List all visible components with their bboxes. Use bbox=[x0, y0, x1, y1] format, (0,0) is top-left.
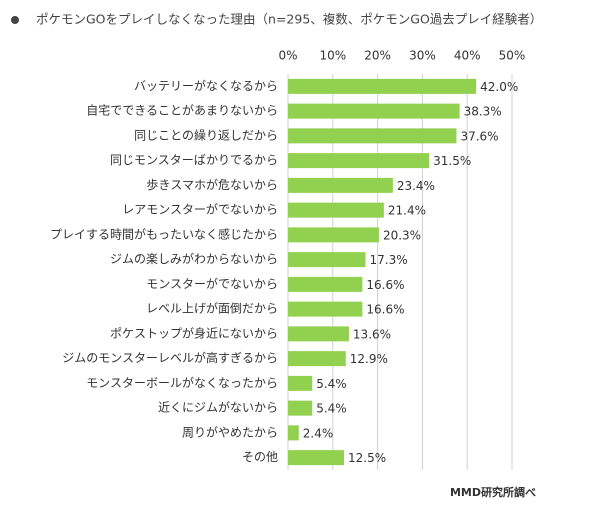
category-label: レベル上げが面倒だから bbox=[146, 301, 278, 316]
category-label: 周りがやめたから bbox=[182, 424, 278, 439]
category-label: モンスターボールがなくなったから bbox=[86, 375, 278, 390]
bar bbox=[288, 103, 460, 119]
value-label: 16.6% bbox=[366, 303, 404, 317]
bar bbox=[288, 301, 363, 317]
category-label: ジムのモンスターレベルが高すぎるから bbox=[62, 350, 278, 365]
bar bbox=[288, 252, 366, 268]
x-tick-label: 20% bbox=[364, 49, 391, 63]
category-label: 同じことの繰り返しだから bbox=[134, 128, 278, 142]
value-label: 21.4% bbox=[388, 204, 426, 218]
value-label: 17.3% bbox=[370, 253, 408, 267]
bar bbox=[288, 351, 346, 367]
x-tick-label: 40% bbox=[454, 49, 481, 63]
source: MMD研究所調べ bbox=[450, 485, 536, 499]
category-label: プレイする時間がもったいなく感じたから bbox=[50, 226, 278, 241]
x-tick-label: 10% bbox=[319, 49, 346, 63]
value-label: 2.4% bbox=[303, 426, 334, 440]
chart-title: ポケモンGOをプレイしなくなった理由（n=295、複数、ポケモンGO過去プレイ経… bbox=[36, 12, 542, 27]
x-tick-label: 50% bbox=[499, 49, 526, 63]
bar bbox=[288, 375, 313, 391]
bar bbox=[288, 128, 457, 144]
bar bbox=[288, 227, 379, 243]
category-label: ポケストップが身近にないから bbox=[110, 325, 278, 340]
category-label: レアモンスターがでないから bbox=[122, 202, 278, 217]
bar bbox=[288, 202, 384, 218]
value-label: 23.4% bbox=[397, 179, 435, 193]
category-label: 自宅でできることがあまりないから bbox=[86, 103, 278, 118]
category-label: 歩きスマホが危ないから bbox=[146, 177, 278, 192]
bar bbox=[288, 276, 363, 292]
value-label: 5.4% bbox=[316, 402, 347, 416]
title-bullet bbox=[11, 16, 19, 24]
category-label: 同じモンスターばかりでるから bbox=[110, 153, 278, 167]
bar bbox=[288, 450, 344, 466]
category-label: 近くにジムがないから bbox=[158, 400, 278, 415]
value-label: 12.5% bbox=[348, 451, 386, 465]
value-label: 38.3% bbox=[464, 105, 502, 119]
category-label: モンスターがでないから bbox=[146, 276, 278, 291]
category-label: その他 bbox=[242, 450, 278, 464]
value-label: 42.0% bbox=[480, 80, 518, 94]
value-label: 37.6% bbox=[460, 129, 498, 143]
bar bbox=[288, 400, 313, 416]
category-label: ジムの楽しみがわからないから bbox=[110, 251, 278, 266]
value-label: 5.4% bbox=[316, 377, 347, 391]
bar bbox=[288, 177, 393, 193]
value-label: 16.6% bbox=[366, 278, 404, 292]
value-label: 13.6% bbox=[353, 327, 391, 341]
category-label: バッテリーがなくなるから bbox=[134, 78, 278, 93]
bar bbox=[288, 153, 430, 169]
value-label: 20.3% bbox=[383, 228, 421, 242]
bar bbox=[288, 78, 477, 94]
x-tick-label: 0% bbox=[278, 49, 297, 63]
value-label: 31.5% bbox=[433, 154, 471, 168]
bar bbox=[288, 425, 299, 441]
bar bbox=[288, 326, 349, 342]
value-label: 12.9% bbox=[350, 352, 388, 366]
x-tick-label: 30% bbox=[409, 49, 436, 63]
